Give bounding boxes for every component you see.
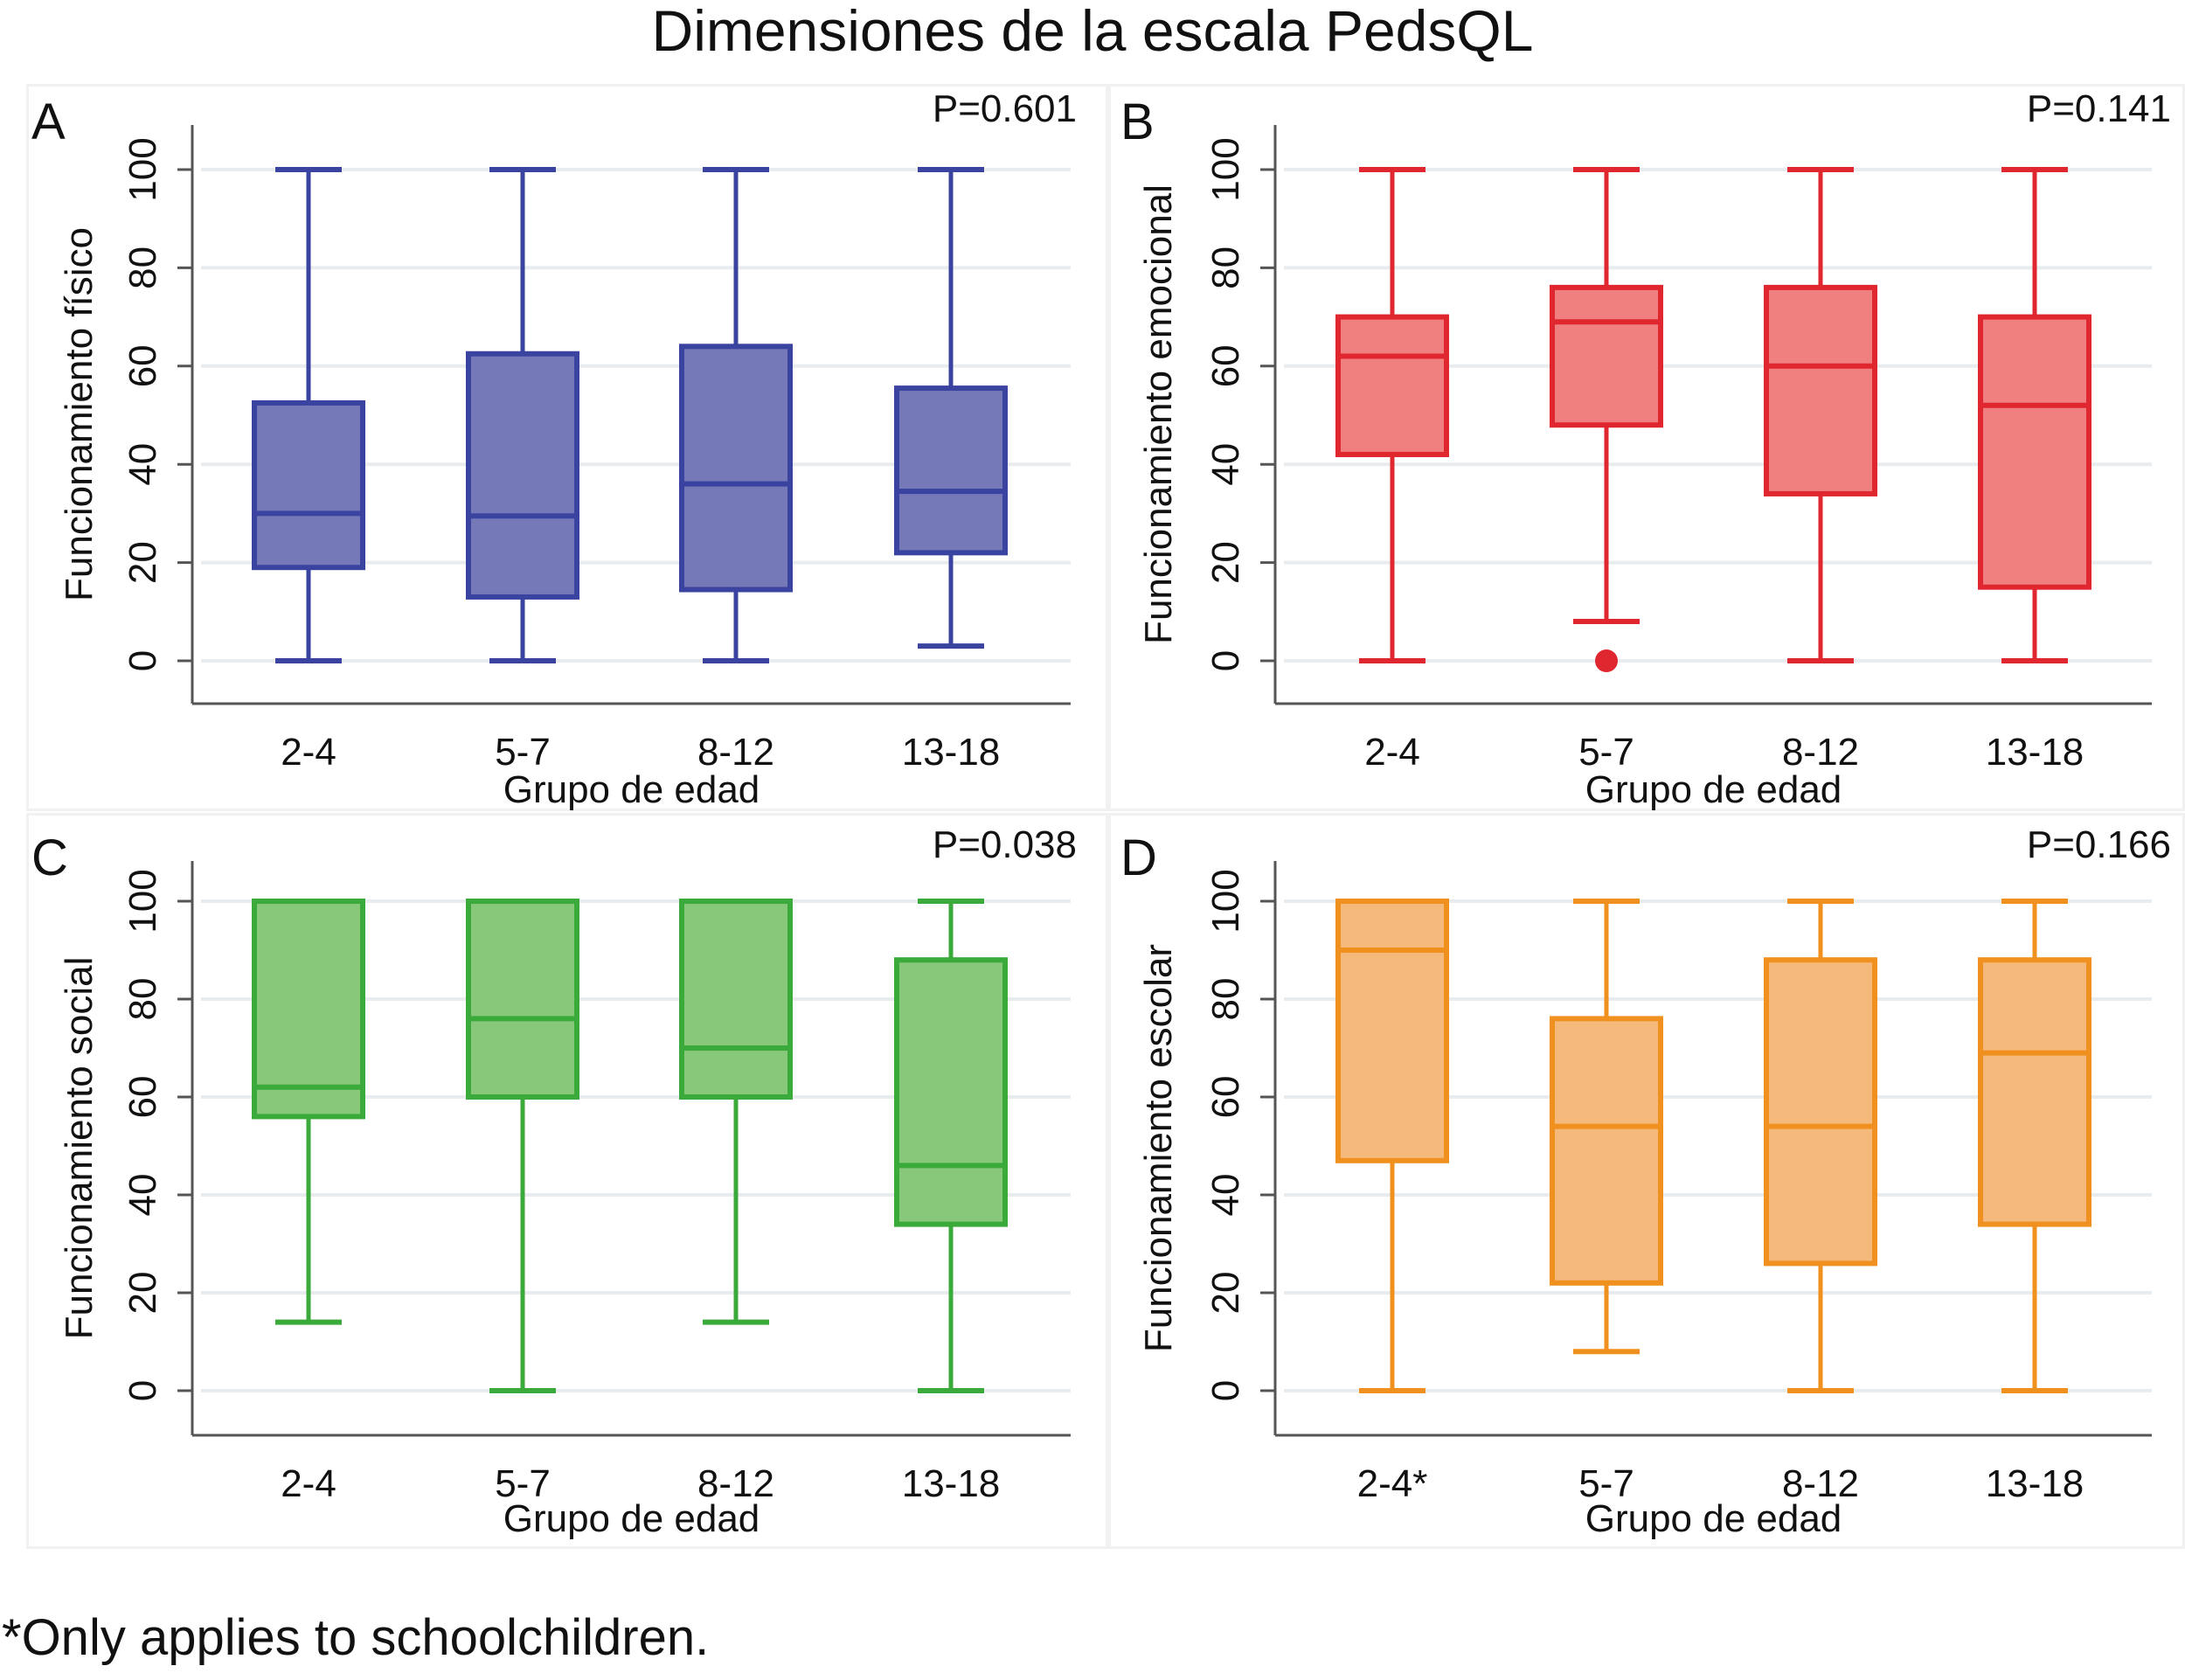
y-axis-title-d: Funcionamiento escolar [1137, 944, 1180, 1352]
x-tick-label-b: 13-18 [1986, 731, 2084, 774]
iqr-box-d [1550, 1016, 1663, 1286]
y-tick-label-b: 0 [1204, 650, 1247, 671]
iqr-box-b [1764, 284, 1877, 496]
y-tick-label-b: 20 [1204, 541, 1247, 584]
y-tick-label-a: 0 [121, 650, 164, 671]
x-axis-title-d: Grupo de edad [1585, 1497, 1842, 1540]
y-tick-label-b: 80 [1204, 246, 1247, 289]
x-tick-label-c: 13-18 [902, 1462, 1001, 1505]
y-tick-label-d: 20 [1204, 1272, 1247, 1315]
y-tick-label-d: 0 [1204, 1380, 1247, 1401]
iqr-box-b [1550, 284, 1663, 428]
panel-letter-c: C [31, 830, 68, 886]
panel-letter-d: D [1120, 830, 1157, 886]
iqr-box-b [1335, 314, 1449, 457]
y-tick-label-b: 60 [1204, 344, 1247, 387]
figure-title: Dimensiones de la escala PedsQL [651, 0, 1534, 63]
y-tick-label-a: 100 [121, 137, 164, 201]
x-tick-label-c: 5-7 [495, 1462, 551, 1505]
x-tick-label-a: 8-12 [697, 731, 774, 774]
x-tick-label-b: 5-7 [1578, 731, 1634, 774]
y-tick-label-b: 100 [1204, 137, 1247, 201]
x-tick-label-c: 8-12 [697, 1462, 774, 1505]
x-axis-title-b: Grupo de edad [1585, 768, 1842, 811]
x-tick-label-a: 2-4 [281, 731, 336, 774]
iqr-box-a [466, 351, 579, 600]
x-tick-label-a: 13-18 [902, 731, 1001, 774]
y-tick-label-d: 60 [1204, 1076, 1247, 1119]
x-axis-title-a: Grupo de edad [503, 768, 760, 811]
y-axis-title-b: Funcionamiento emocional [1137, 184, 1180, 644]
footnote: *Only applies to schoolchildren. [2, 1609, 710, 1666]
x-tick-label-c: 2-4 [281, 1462, 336, 1505]
iqr-box-a [252, 399, 365, 571]
y-axis-title-a: Funcionamiento físico [58, 227, 101, 601]
y-tick-label-d: 40 [1204, 1174, 1247, 1217]
iqr-box-c [466, 899, 579, 1100]
x-tick-label-a: 5-7 [495, 731, 551, 774]
x-tick-label-d: 8-12 [1782, 1462, 1859, 1505]
y-axis-title-c: Funcionamiento social [58, 957, 101, 1340]
y-tick-label-b: 40 [1204, 443, 1247, 486]
panel-letter-b: B [1120, 94, 1155, 150]
x-tick-label-d: 2-4* [1357, 1462, 1428, 1505]
iqr-box-b [1978, 314, 2091, 590]
iqr-box-c [679, 899, 793, 1100]
y-tick-label-d: 80 [1204, 978, 1247, 1021]
x-tick-label-b: 2-4 [1364, 731, 1420, 774]
iqr-box-c [894, 957, 1008, 1227]
p-value-a: P=0.601 [933, 87, 1077, 130]
iqr-box-c [252, 899, 365, 1120]
y-tick-label-c: 80 [121, 978, 164, 1021]
y-tick-label-d: 100 [1204, 869, 1247, 933]
x-tick-label-b: 8-12 [1782, 731, 1859, 774]
iqr-box-d [1335, 899, 1449, 1163]
outlier-point-b [1595, 649, 1618, 672]
panel-letter-a: A [31, 94, 66, 150]
iqr-box-a [679, 344, 793, 593]
x-axis-title-c: Grupo de edad [503, 1497, 760, 1540]
iqr-box-a [894, 385, 1008, 556]
x-tick-label-d: 5-7 [1578, 1462, 1634, 1505]
y-tick-label-c: 20 [121, 1272, 164, 1315]
y-tick-label-a: 40 [121, 443, 164, 486]
y-tick-label-a: 60 [121, 344, 164, 387]
y-tick-label-c: 60 [121, 1076, 164, 1119]
y-tick-label-c: 0 [121, 1380, 164, 1401]
p-value-c: P=0.038 [933, 823, 1077, 866]
y-tick-label-a: 80 [121, 246, 164, 289]
y-tick-label-c: 40 [121, 1174, 164, 1217]
p-value-d: P=0.166 [2027, 823, 2171, 866]
iqr-box-d [1764, 957, 1877, 1267]
y-tick-label-c: 100 [121, 869, 164, 933]
y-tick-label-a: 20 [121, 541, 164, 584]
p-value-b: P=0.141 [2027, 87, 2171, 130]
x-tick-label-d: 13-18 [1986, 1462, 2084, 1505]
iqr-box-d [1978, 957, 2091, 1227]
